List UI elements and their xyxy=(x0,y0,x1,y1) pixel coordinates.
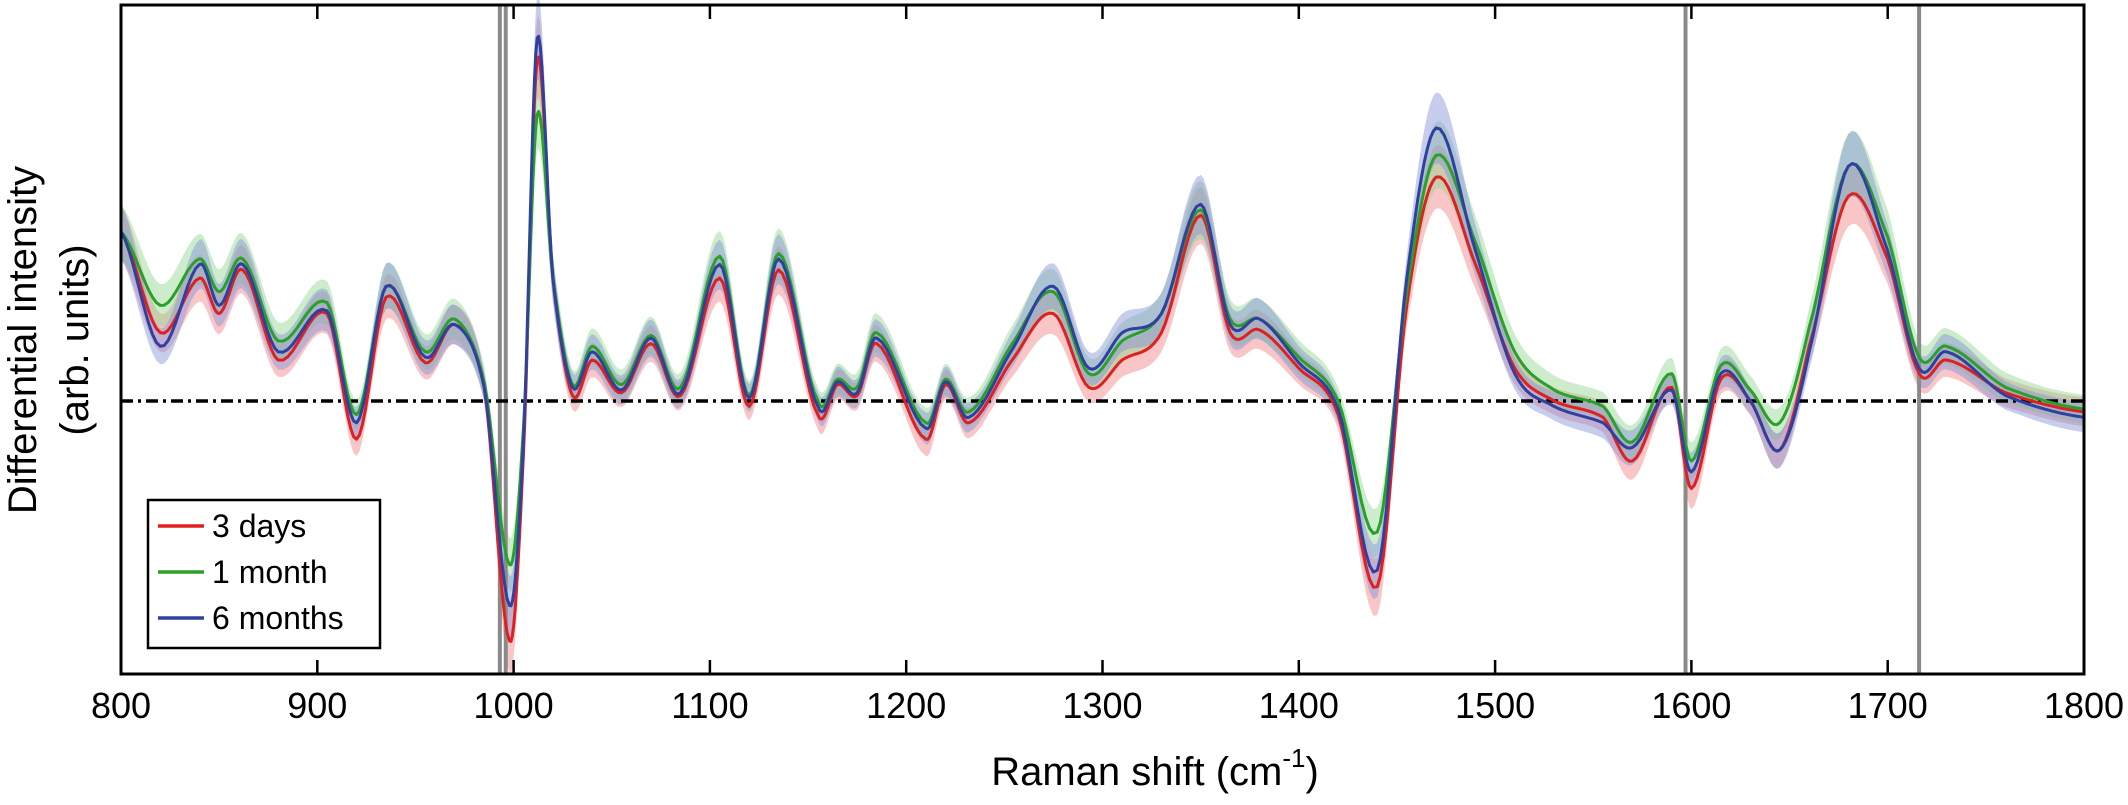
legend: 3 days 1 month 6 months xyxy=(146,498,382,650)
x-axis-ticks: 800 900 1000 1100 1200 1300 1400 1500 1600 1700 18… xyxy=(91,5,2124,726)
x-axis-title-superscript: -1 xyxy=(1282,743,1305,773)
series-lines xyxy=(119,34,2085,643)
x-tick-label-3: 1100 xyxy=(671,685,748,726)
x-tick-label-4: 1200 xyxy=(866,685,946,726)
legend-label-1: 1 month xyxy=(212,554,328,590)
x-axis-title: Raman shift (cm-1) xyxy=(991,743,1319,794)
x-axis-title-end: ) xyxy=(1305,750,1318,794)
confidence-band-2 xyxy=(121,0,2084,636)
x-tick-label-5: 1300 xyxy=(1062,685,1142,726)
y-axis-title-line1: Differential intensity xyxy=(1,166,45,514)
x-tick-label-10: 1800 xyxy=(2044,685,2124,726)
x-tick-label-9: 1700 xyxy=(1848,685,1928,726)
series-line-2 xyxy=(119,34,2085,608)
x-tick-label-1: 900 xyxy=(287,685,347,726)
legend-label-2: 6 months xyxy=(212,600,344,636)
x-tick-label-8: 1600 xyxy=(1651,685,1731,726)
x-tick-label-6: 1400 xyxy=(1259,685,1339,726)
x-tick-label-7: 1500 xyxy=(1455,685,1535,726)
x-tick-label-2: 1000 xyxy=(474,685,554,726)
series-line-1 xyxy=(119,110,2085,567)
y-axis-title-line2: (arb. units) xyxy=(53,244,97,435)
x-tick-label-0: 800 xyxy=(91,685,151,726)
legend-label-0: 3 days xyxy=(212,508,306,544)
vertical-marker-lines xyxy=(497,5,1922,674)
